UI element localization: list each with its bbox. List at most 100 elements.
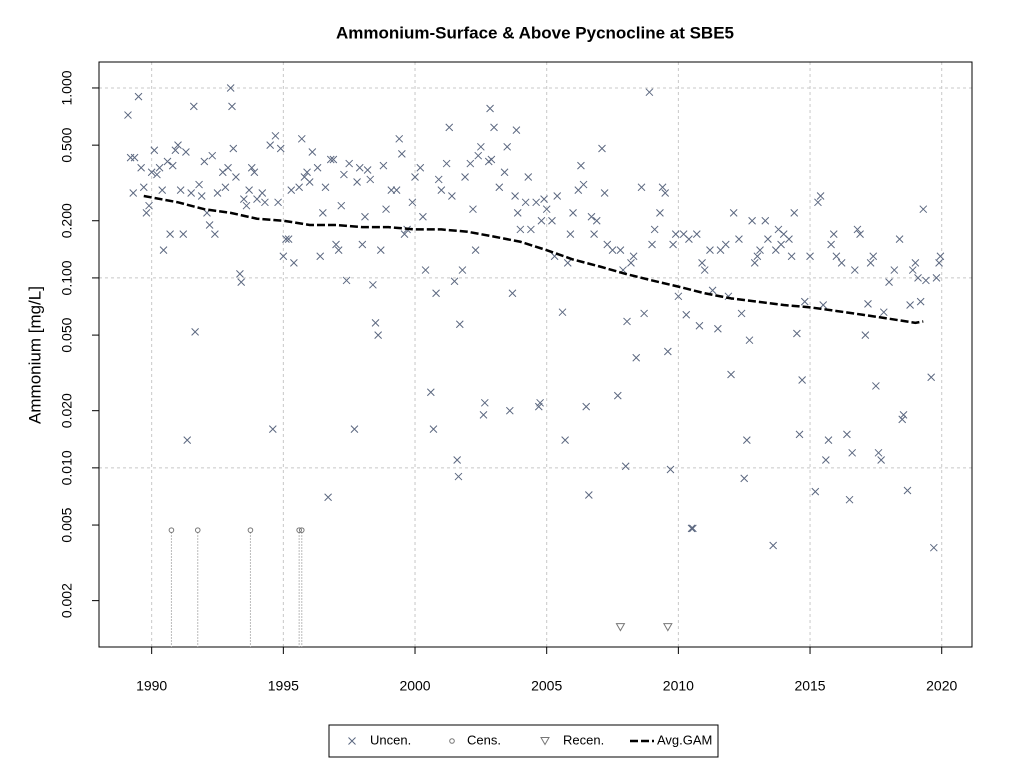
point [479, 411, 488, 419]
legend-label: Cens. [467, 732, 501, 747]
point [466, 159, 475, 168]
y-tick-label: 0.005 [59, 507, 75, 542]
point [166, 230, 174, 238]
point [914, 274, 922, 282]
point [353, 178, 361, 186]
point [706, 246, 714, 255]
point [421, 266, 430, 274]
point [505, 406, 514, 415]
point [191, 328, 199, 336]
point [426, 388, 435, 397]
point [832, 252, 841, 261]
x-tick-label: 2020 [926, 678, 957, 694]
point [242, 201, 251, 210]
point [837, 259, 846, 267]
point [769, 541, 778, 550]
point [753, 252, 762, 261]
point [819, 301, 828, 309]
point [200, 157, 209, 166]
point [232, 173, 240, 181]
point [382, 205, 390, 214]
point [906, 301, 914, 309]
point [179, 230, 188, 238]
point [669, 240, 677, 249]
point [374, 331, 383, 339]
legend-label: Avg.GAM [657, 732, 712, 747]
point [171, 146, 180, 155]
point [313, 163, 322, 172]
point [708, 286, 717, 295]
x-tick-label: 2010 [663, 678, 694, 694]
point [721, 240, 730, 249]
point [692, 230, 701, 238]
point [129, 189, 138, 197]
point [584, 491, 593, 499]
point [829, 230, 838, 238]
point [345, 159, 354, 168]
point [350, 425, 359, 433]
point [250, 168, 259, 177]
legend-swatch [449, 738, 455, 744]
point [392, 186, 401, 194]
point [153, 170, 161, 179]
y-tick-label: 0.500 [59, 127, 75, 162]
point [168, 527, 175, 533]
point [811, 487, 820, 496]
point [358, 240, 367, 249]
point [305, 178, 314, 186]
point [621, 462, 630, 471]
point [258, 189, 267, 197]
point [908, 266, 917, 274]
point [416, 163, 425, 172]
point [432, 289, 440, 298]
point [798, 376, 806, 384]
point [324, 493, 332, 502]
point [587, 212, 596, 221]
point [727, 370, 735, 379]
point [376, 246, 385, 255]
point [337, 201, 346, 210]
point [247, 527, 254, 533]
point [569, 209, 577, 217]
point [936, 252, 945, 261]
point [861, 331, 870, 339]
point [787, 252, 796, 261]
point [332, 240, 340, 249]
x-tick-label: 2015 [794, 678, 825, 694]
point [656, 209, 664, 217]
point [187, 189, 196, 197]
point [194, 527, 201, 533]
point [442, 159, 451, 168]
point [516, 225, 525, 234]
point [548, 216, 556, 225]
point [342, 276, 351, 285]
point [561, 436, 569, 444]
point [663, 347, 672, 356]
point [298, 527, 305, 533]
point [764, 235, 772, 243]
point [735, 235, 743, 243]
point [450, 277, 459, 286]
point [623, 317, 631, 326]
point [627, 259, 635, 267]
point [737, 309, 746, 318]
point [598, 144, 606, 153]
point [158, 186, 167, 194]
point [130, 153, 139, 162]
point [845, 495, 854, 504]
point [155, 163, 164, 172]
point [182, 148, 190, 156]
point [869, 252, 878, 261]
point [600, 189, 609, 197]
point [740, 474, 749, 483]
point [698, 259, 706, 267]
point [795, 430, 804, 439]
point [453, 456, 462, 464]
point [793, 329, 801, 338]
point [176, 186, 185, 194]
point [895, 235, 904, 243]
point [271, 131, 280, 140]
point [419, 212, 427, 221]
point [645, 88, 654, 97]
point [455, 320, 464, 329]
